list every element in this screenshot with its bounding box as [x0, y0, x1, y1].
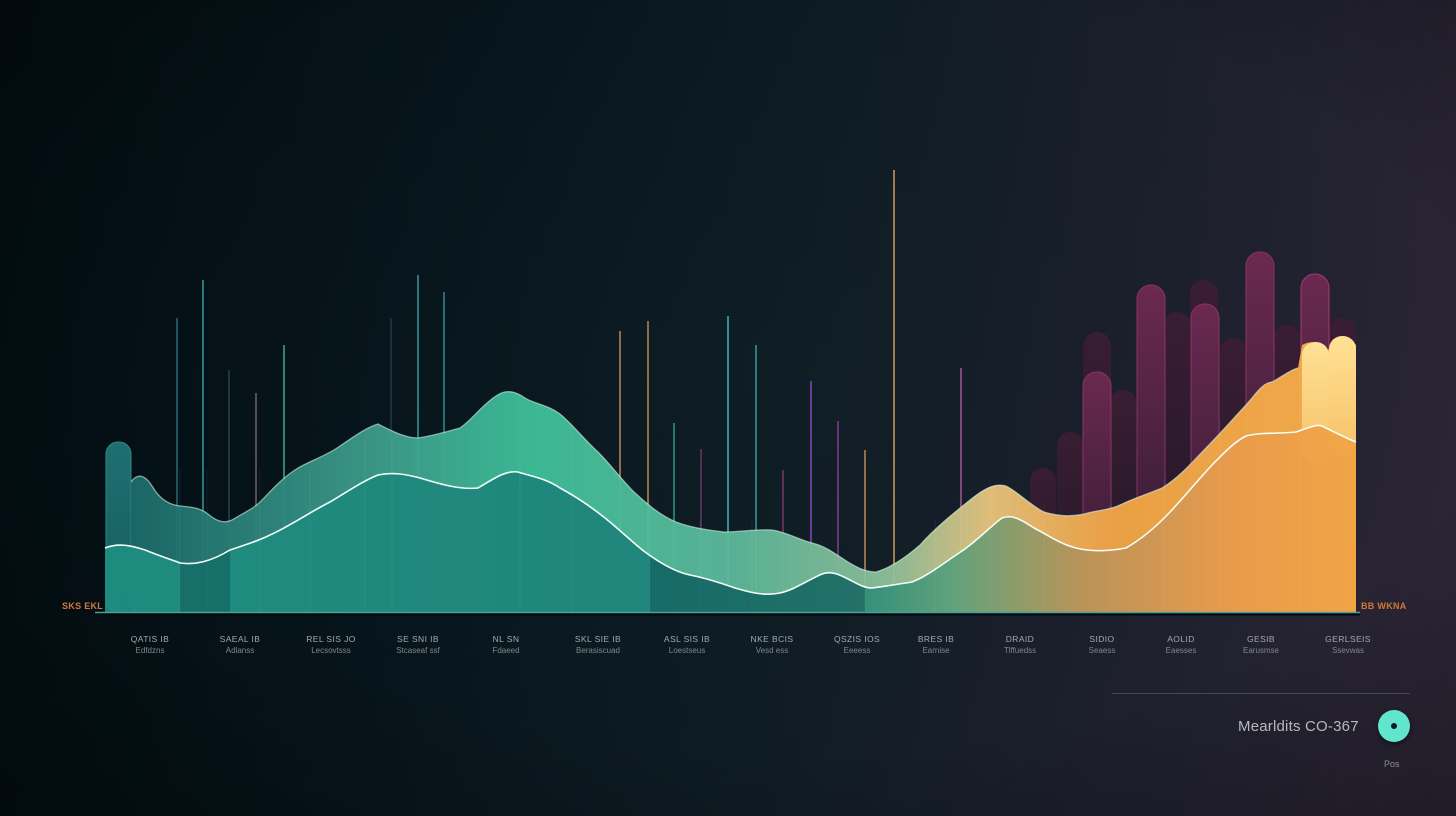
x-axis-labels: QATIS IB Edfdzns SAEAL IB Adlanss REL SIS … [0, 634, 1456, 664]
legend-divider [1112, 693, 1410, 694]
base-area [105, 425, 1356, 612]
x-label: REL SIS JO Lecsovtsss [306, 634, 356, 655]
yellow-bar-2 [1329, 336, 1356, 456]
lower-dark-band [180, 550, 865, 612]
dot-icon [1391, 723, 1397, 729]
x-label: QSZIS IOS Eeeess [833, 634, 881, 655]
x-label: DRAID Tlffuedss [1003, 634, 1037, 655]
legend-toggle-button[interactable] [1378, 710, 1410, 742]
x-label: SAEAL IB Adlanss [219, 634, 261, 655]
upper-outline [130, 367, 1299, 573]
x-label: NL SN Fdaeed [492, 634, 520, 655]
legend-sub-label: Pos [1384, 759, 1400, 769]
band-dividers [179, 370, 1301, 612]
x-label: GERLSEIS Ssevwas [1325, 634, 1371, 655]
x-label: AOLID Eaesses [1165, 634, 1197, 655]
x-label: SE SNI IB Stcaseaf ssf [396, 634, 440, 655]
x-label: QATIS IB Edfdzns [130, 634, 170, 655]
legend-label: Mearldits CO-367 [1238, 718, 1359, 735]
x-label: BRES IB Earnise [917, 634, 955, 655]
y-axis-left-label: SKS EKL [62, 601, 104, 611]
x-label: SIDIO Seaess [1088, 634, 1116, 655]
inner-line [104, 424, 1357, 595]
y-axis-right-label: BB WKNA [1361, 601, 1407, 611]
x-label: GESIB Earusmse [1242, 634, 1280, 655]
x-label: ASL SIS IB Loestseus [663, 634, 711, 655]
x-label: SKL SIE IB Berasiscuad [574, 634, 622, 655]
x-label: NKE BCIS Vesd ess [750, 634, 794, 655]
